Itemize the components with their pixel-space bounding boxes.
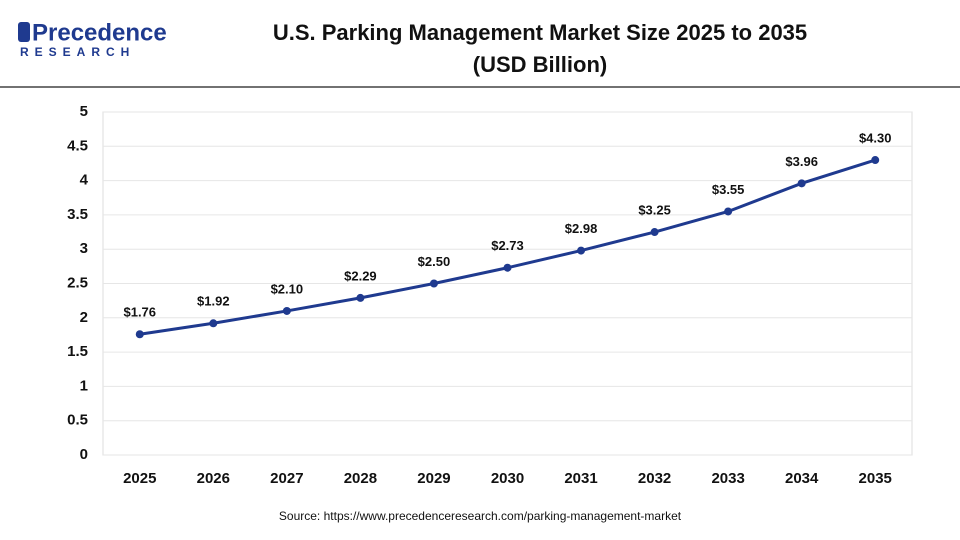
x-tick-label: 2035 <box>859 470 892 487</box>
value-label: $2.50 <box>418 254 451 269</box>
x-tick-label: 2026 <box>197 470 230 487</box>
value-label: $2.29 <box>344 268 377 283</box>
data-point <box>871 156 880 165</box>
x-tick-label: 2027 <box>270 470 303 487</box>
x-tick-label: 2029 <box>417 470 450 487</box>
x-tick-label: 2030 <box>491 470 524 487</box>
value-label: $2.98 <box>565 221 598 236</box>
data-point <box>650 228 659 237</box>
value-label: $4.30 <box>859 130 892 145</box>
data-point <box>503 263 512 272</box>
chart-title: U.S. Parking Management Market Size 2025… <box>273 20 807 45</box>
y-tick-label: 2 <box>80 309 88 326</box>
y-tick-label: 0 <box>80 446 88 463</box>
chart-subtitle: (USD Billion) <box>473 52 607 77</box>
y-tick-label: 5 <box>80 103 88 120</box>
y-tick-label: 4 <box>80 172 89 189</box>
data-point <box>577 246 586 255</box>
y-tick-label: 4.5 <box>67 137 88 154</box>
y-tick-label: 3 <box>80 240 88 257</box>
y-tick-label: 3.5 <box>67 206 88 223</box>
y-tick-label: 1 <box>80 377 88 394</box>
value-label: $3.25 <box>638 202 671 217</box>
y-tick-label: 1.5 <box>67 343 88 360</box>
x-tick-label: 2025 <box>123 470 156 487</box>
value-label: $2.73 <box>491 238 524 253</box>
value-label: $1.92 <box>197 294 230 309</box>
data-point <box>209 319 218 328</box>
value-label: $3.96 <box>785 154 818 169</box>
data-point <box>135 330 144 339</box>
value-label: $3.55 <box>712 182 745 197</box>
x-tick-label: 2033 <box>711 470 744 487</box>
logo-name: Precedence <box>32 19 167 46</box>
x-tick-label: 2028 <box>344 470 377 487</box>
data-point <box>724 207 733 216</box>
data-point <box>356 293 365 302</box>
data-point <box>797 179 806 188</box>
source-note: Source: https://www.precedenceresearch.c… <box>279 509 682 523</box>
logo: Precedence RESEARCH <box>18 19 167 59</box>
y-tick-label: 2.5 <box>67 274 88 291</box>
logo-tagline: RESEARCH <box>20 45 135 59</box>
value-label: $2.10 <box>271 281 304 296</box>
value-label: $1.76 <box>123 305 156 320</box>
data-point <box>429 279 438 288</box>
y-tick-label: 0.5 <box>67 412 88 429</box>
data-point <box>282 306 291 315</box>
x-tick-label: 2031 <box>564 470 597 487</box>
x-tick-label: 2034 <box>785 470 819 487</box>
logo-icon <box>18 22 30 42</box>
x-tick-label: 2032 <box>638 470 671 487</box>
